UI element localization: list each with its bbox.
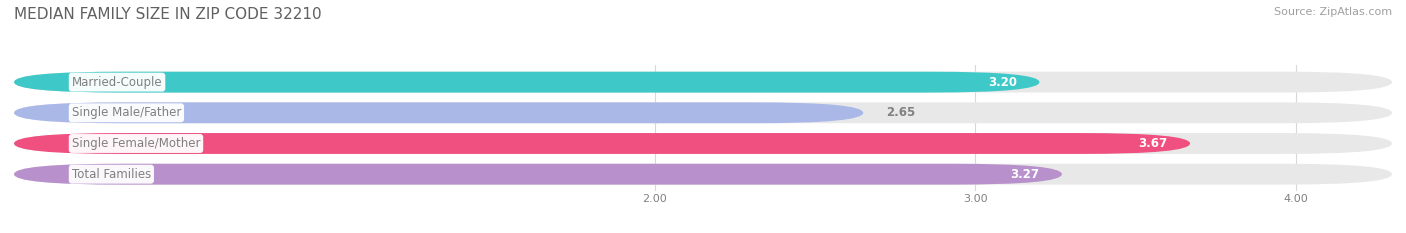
Text: Single Male/Father: Single Male/Father	[72, 106, 181, 119]
Text: 3.20: 3.20	[988, 76, 1017, 89]
Text: Source: ZipAtlas.com: Source: ZipAtlas.com	[1274, 7, 1392, 17]
FancyBboxPatch shape	[14, 72, 1039, 93]
FancyBboxPatch shape	[14, 72, 1392, 93]
FancyBboxPatch shape	[14, 164, 1062, 185]
FancyBboxPatch shape	[14, 133, 1189, 154]
FancyBboxPatch shape	[14, 102, 1392, 123]
FancyBboxPatch shape	[14, 102, 863, 123]
Text: 2.65: 2.65	[886, 106, 915, 119]
Text: Married-Couple: Married-Couple	[72, 76, 162, 89]
Text: 3.67: 3.67	[1139, 137, 1167, 150]
Text: Total Families: Total Families	[72, 168, 150, 181]
FancyBboxPatch shape	[14, 133, 1392, 154]
Text: MEDIAN FAMILY SIZE IN ZIP CODE 32210: MEDIAN FAMILY SIZE IN ZIP CODE 32210	[14, 7, 322, 22]
Text: 3.27: 3.27	[1011, 168, 1039, 181]
FancyBboxPatch shape	[14, 164, 1392, 185]
Text: Single Female/Mother: Single Female/Mother	[72, 137, 200, 150]
